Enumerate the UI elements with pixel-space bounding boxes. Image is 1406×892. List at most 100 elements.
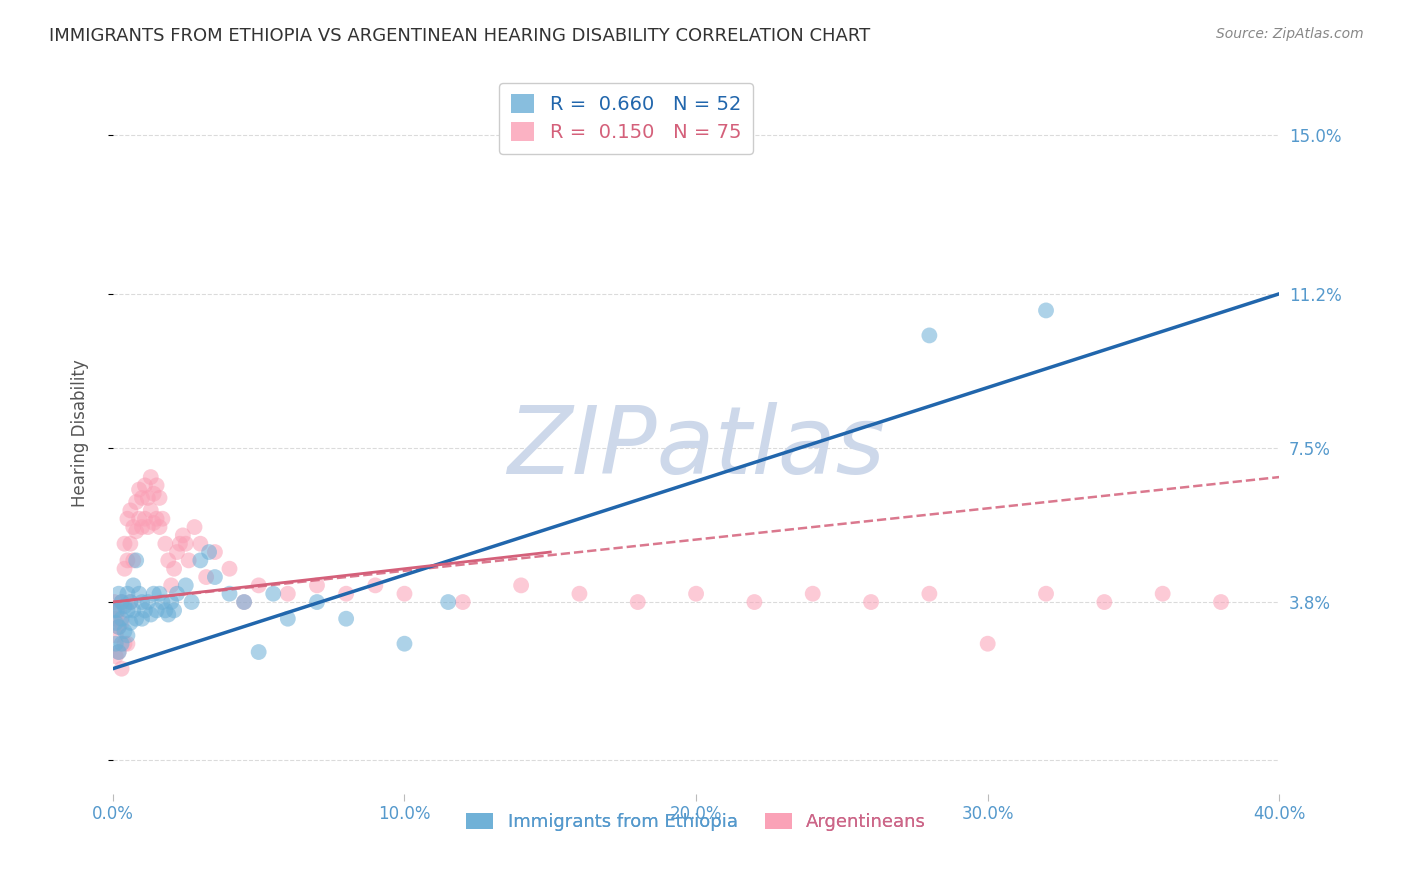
Point — [120, 595, 142, 609]
Point — [125, 495, 148, 509]
Point — [105, 603, 128, 617]
Point — [128, 483, 150, 497]
Point — [117, 603, 139, 617]
Point — [145, 603, 167, 617]
Point — [172, 528, 194, 542]
Point — [860, 595, 883, 609]
Point — [136, 595, 159, 609]
Point — [125, 612, 148, 626]
Point — [157, 553, 180, 567]
Point — [107, 620, 129, 634]
Point — [204, 570, 226, 584]
Point — [110, 637, 132, 651]
Point — [163, 603, 186, 617]
Point — [103, 603, 125, 617]
Point — [145, 478, 167, 492]
Point — [744, 595, 766, 609]
Point — [128, 587, 150, 601]
Point — [204, 545, 226, 559]
Point — [148, 491, 170, 505]
Point — [120, 615, 142, 630]
Point — [155, 537, 177, 551]
Point — [122, 553, 145, 567]
Point — [188, 553, 211, 567]
Point — [107, 620, 129, 634]
Point — [155, 603, 177, 617]
Point — [134, 512, 156, 526]
Point — [1035, 303, 1057, 318]
Point — [114, 562, 136, 576]
Point — [233, 595, 256, 609]
Point — [166, 587, 188, 601]
Point — [122, 520, 145, 534]
Point — [160, 595, 183, 609]
Point — [136, 520, 159, 534]
Point — [117, 587, 139, 601]
Point — [114, 637, 136, 651]
Point — [104, 649, 127, 664]
Point — [247, 578, 270, 592]
Point — [134, 603, 156, 617]
Point — [152, 595, 174, 609]
Point — [110, 615, 132, 630]
Point — [305, 595, 328, 609]
Point — [122, 603, 145, 617]
Text: Source: ZipAtlas.com: Source: ZipAtlas.com — [1216, 27, 1364, 41]
Point — [142, 516, 165, 530]
Point — [103, 595, 125, 609]
Point — [131, 491, 153, 505]
Point — [169, 537, 191, 551]
Point — [801, 587, 824, 601]
Point — [136, 491, 159, 505]
Point — [145, 512, 167, 526]
Point — [918, 328, 941, 343]
Point — [107, 603, 129, 617]
Point — [335, 587, 357, 601]
Point — [120, 537, 142, 551]
Point — [148, 587, 170, 601]
Point — [262, 587, 284, 601]
Point — [110, 595, 132, 609]
Point — [139, 607, 162, 622]
Point — [1092, 595, 1115, 609]
Point — [120, 503, 142, 517]
Point — [233, 595, 256, 609]
Point — [125, 553, 148, 567]
Point — [131, 612, 153, 626]
Point — [218, 587, 240, 601]
Point — [114, 537, 136, 551]
Point — [218, 562, 240, 576]
Point — [685, 587, 707, 601]
Point — [198, 545, 221, 559]
Point — [160, 578, 183, 592]
Point — [1035, 587, 1057, 601]
Point — [107, 645, 129, 659]
Point — [1152, 587, 1174, 601]
Point — [110, 595, 132, 609]
Point — [104, 615, 127, 630]
Point — [117, 512, 139, 526]
Point — [117, 553, 139, 567]
Point — [110, 662, 132, 676]
Point — [510, 578, 533, 592]
Legend: Immigrants from Ethiopia, Argentineans: Immigrants from Ethiopia, Argentineans — [458, 806, 934, 838]
Point — [174, 578, 197, 592]
Point — [627, 595, 650, 609]
Point — [1209, 595, 1232, 609]
Point — [394, 587, 416, 601]
Point — [174, 537, 197, 551]
Point — [107, 645, 129, 659]
Point — [120, 595, 142, 609]
Point — [152, 512, 174, 526]
Point — [134, 478, 156, 492]
Point — [188, 537, 211, 551]
Text: ZIPatlas: ZIPatlas — [508, 402, 884, 493]
Point — [247, 645, 270, 659]
Point — [157, 607, 180, 622]
Point — [437, 595, 460, 609]
Point — [142, 587, 165, 601]
Point — [104, 612, 127, 626]
Point — [107, 587, 129, 601]
Point — [364, 578, 387, 592]
Point — [451, 595, 474, 609]
